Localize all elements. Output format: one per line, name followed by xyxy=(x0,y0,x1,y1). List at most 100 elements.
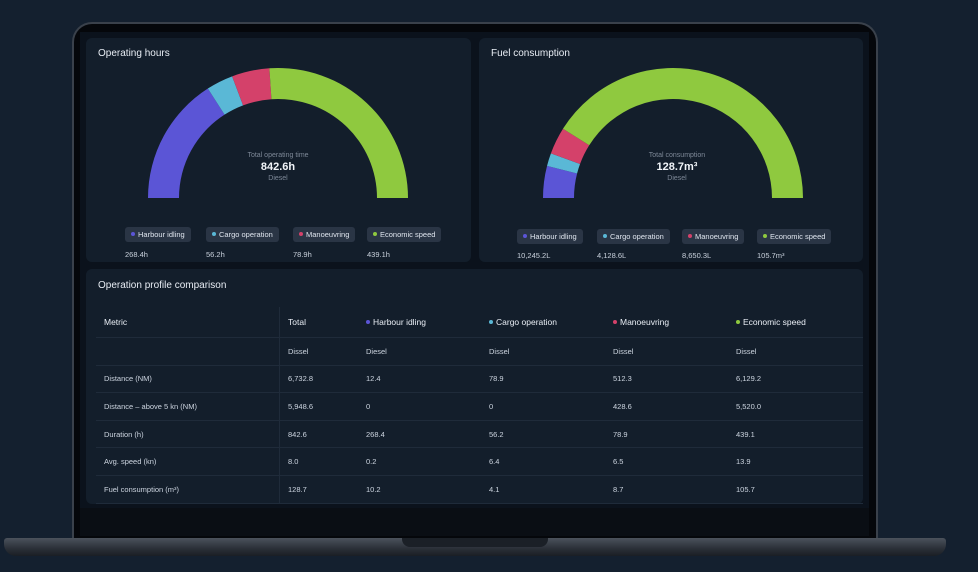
table-cell: 6.4 xyxy=(481,447,605,476)
laptop-notch xyxy=(402,538,548,547)
table-cell: Fuel consumption (m³) xyxy=(96,475,280,504)
legend-chip-cargo-operation[interactable]: Cargo operation xyxy=(206,227,279,242)
table-cell: Dissel xyxy=(481,337,605,366)
legend-chip-manoeuvring[interactable]: Manoeuvring xyxy=(682,229,745,244)
table-cell: 105.7 xyxy=(728,475,863,504)
legend-chip-harbour-idling[interactable]: Harbour idling xyxy=(517,229,583,244)
header-total: Total xyxy=(279,307,358,338)
table-cell: 13.9 xyxy=(728,447,863,476)
operation-profile-title: Operation profile comparison xyxy=(98,280,227,291)
fuel-consumption-card: Fuel consumption Total consumption 128.7… xyxy=(479,38,863,262)
legend-value-cargo-operation: 4,128.6L xyxy=(597,251,627,260)
table-cell: Dissel xyxy=(605,337,728,366)
legend-chip-cargo-operation[interactable]: Cargo operation xyxy=(597,229,670,244)
center-sub: Diesel xyxy=(667,175,687,182)
table-cell: 0 xyxy=(481,392,605,421)
economic-dot-icon xyxy=(736,319,740,324)
table-row: Avg. speed (kn) 8.0 0.2 6.4 6.5 13.9 xyxy=(96,447,863,476)
economic-dot-icon xyxy=(763,234,767,239)
center-value: 128.7m³ xyxy=(656,161,698,173)
header-harbour-idling: Harbour idling xyxy=(358,307,481,338)
table-cell: 6.5 xyxy=(605,447,728,476)
table-row: Fuel consumption (m³) 128.7 10.2 4.1 8.7… xyxy=(96,475,863,504)
legend-chip-manoeuvring[interactable]: Manoeuvring xyxy=(293,227,356,242)
fuel-consumption-center: Total consumption 128.7m³ Diesel xyxy=(607,152,747,182)
table-cell: Avg. speed (kn) xyxy=(96,447,280,476)
table-cell: 6,129.2 xyxy=(728,365,863,394)
table-row: Distance (NM) 6,732.8 12.4 78.9 512.3 6,… xyxy=(96,365,863,394)
manoeuvring-dot-icon xyxy=(688,234,692,239)
table-cell: 4.1 xyxy=(481,475,605,504)
table-header-row: Metric Total Harbour idling Cargo operat… xyxy=(96,307,863,338)
table-cell: 12.4 xyxy=(358,365,481,394)
table-cell: 5,520.0 xyxy=(728,392,863,421)
gauge-segment-harbour[interactable] xyxy=(148,88,225,198)
table-cell: Distance – above 5 kn (NM) xyxy=(96,392,280,421)
gauge-segment-cargo[interactable] xyxy=(547,153,581,174)
header-cargo-operation: Cargo operation xyxy=(481,307,605,338)
legend-value-harbour-idling: 10,245.2L xyxy=(517,251,551,260)
manoeuvring-dot-icon xyxy=(613,319,617,324)
table-cell: 56.2 xyxy=(481,420,605,449)
legend-value-manoeuvring: 8,650.3L xyxy=(682,251,712,260)
legend-value-cargo-operation: 56.2h xyxy=(206,250,225,259)
cargo-dot-icon xyxy=(212,232,216,237)
table-row: Distance – above 5 kn (NM) 5,948.6 0 0 4… xyxy=(96,392,863,421)
center-sub: Diesel xyxy=(268,175,288,182)
gauge-segment-economic[interactable] xyxy=(269,68,408,198)
harbour-dot-icon xyxy=(366,319,370,324)
laptop-base xyxy=(4,538,946,556)
table-cell: 842.6 xyxy=(279,420,358,449)
table-cell: Dissel xyxy=(728,337,863,366)
dashboard-screen: Operating hours Total operating time 842… xyxy=(80,32,869,508)
header-manoeuvring: Manoeuvring xyxy=(605,307,728,338)
gauge-segment-manoeuvring[interactable] xyxy=(550,128,590,164)
operating-hours-card: Operating hours Total operating time 842… xyxy=(86,38,471,262)
operation-profile-card: Operation profile comparison Metric Tota… xyxy=(86,269,863,504)
table-cell: 8.0 xyxy=(279,447,358,476)
harbour-dot-icon xyxy=(131,232,135,237)
table-cell: Dissel xyxy=(279,337,358,366)
operating-hours-title: Operating hours xyxy=(98,48,170,59)
economic-dot-icon xyxy=(373,232,377,237)
table-cell: Distance (NM) xyxy=(96,365,280,394)
table-cell: 10.2 xyxy=(358,475,481,504)
legend-value-economic-speed: 439.1h xyxy=(367,250,390,259)
screen-bottom-band xyxy=(80,508,869,536)
comparison-table: Metric Total Harbour idling Cargo operat… xyxy=(96,307,863,504)
operating-hours-center: Total operating time 842.6h Diesel xyxy=(208,152,348,182)
legend-chip-economic-speed[interactable]: Economic speed xyxy=(367,227,442,242)
fuel-consumption-gauge xyxy=(543,67,803,198)
operating-hours-gauge xyxy=(148,68,408,198)
center-value: 842.6h xyxy=(260,161,296,173)
table-cell: 8.7 xyxy=(605,475,728,504)
table-cell: 0.2 xyxy=(358,447,481,476)
header-metric: Metric xyxy=(96,307,280,338)
cargo-dot-icon xyxy=(603,234,607,239)
table-cell: 78.9 xyxy=(481,365,605,394)
table-row: Duration (h) 842.6 268.4 56.2 78.9 439.1 xyxy=(96,420,863,449)
gauge-segment-cargo[interactable] xyxy=(207,76,244,115)
manoeuvring-dot-icon xyxy=(299,232,303,237)
table-cell: 268.4 xyxy=(358,420,481,449)
legend-chip-harbour-idling[interactable]: Harbour idling xyxy=(125,227,191,242)
table-cell: 428.6 xyxy=(605,392,728,421)
table-cell: 512.3 xyxy=(605,365,728,394)
table-cell: 439.1 xyxy=(728,420,863,449)
table-cell xyxy=(96,337,280,366)
cargo-dot-icon xyxy=(489,319,493,324)
header-economic-speed: Economic speed xyxy=(728,307,863,338)
table-cell: Duration (h) xyxy=(96,420,280,449)
comparison-table-wrap: Metric Total Harbour idling Cargo operat… xyxy=(96,307,863,504)
gauge-segment-economic[interactable] xyxy=(562,67,803,198)
center-label: Total consumption xyxy=(648,152,706,159)
table-cell: 128.7 xyxy=(279,475,358,504)
gauge-segment-manoeuvring[interactable] xyxy=(232,68,272,106)
gauge-segment-harbour[interactable] xyxy=(543,165,578,198)
fuel-consumption-title: Fuel consumption xyxy=(491,48,570,59)
legend-chip-economic-speed[interactable]: Economic speed xyxy=(757,229,832,244)
table-cell: 78.9 xyxy=(605,420,728,449)
legend-value-economic-speed: 105.7m³ xyxy=(757,251,785,260)
table-row: Dissel Diesel Dissel Dissel Dissel xyxy=(96,337,863,366)
harbour-dot-icon xyxy=(523,234,527,239)
